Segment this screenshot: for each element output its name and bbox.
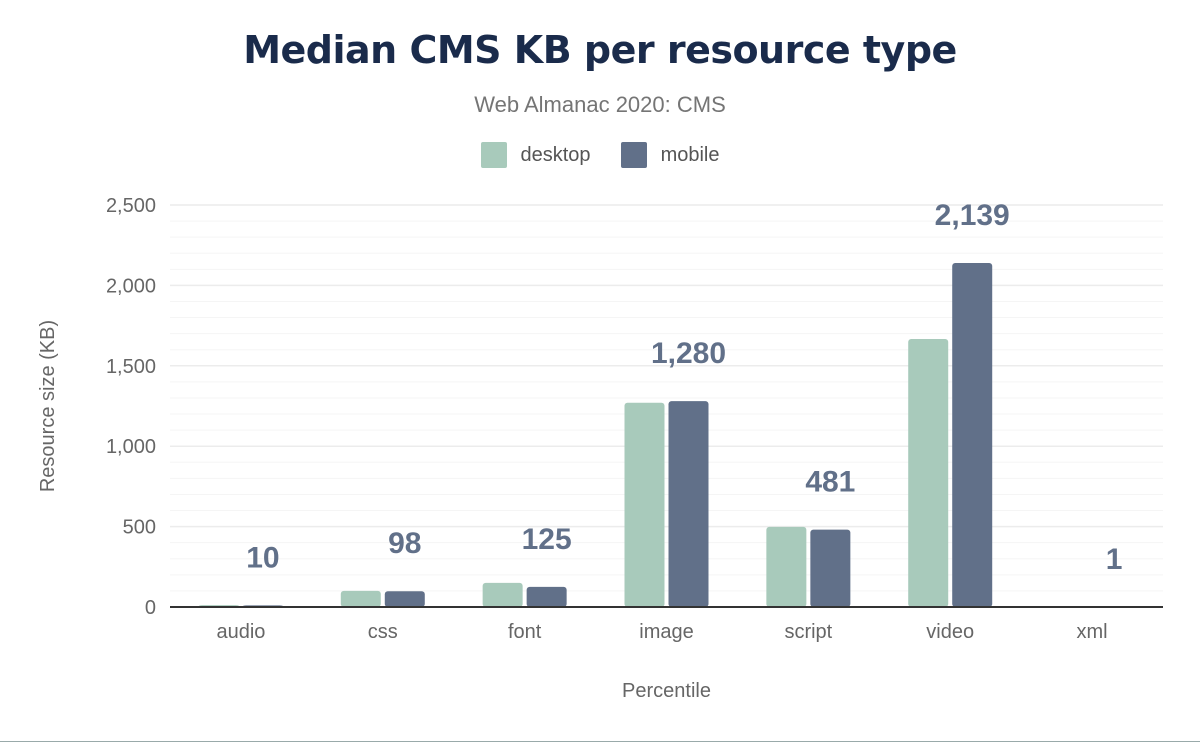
chart-title: Median CMS KB per resource type [243,28,957,72]
data-label-script: 481 [805,466,855,499]
bar-mobile-font [526,586,567,607]
data-label-image: 1,280 [651,337,726,370]
x-tick-label: xml [1077,621,1108,643]
y-tick-label: 1,000 [106,436,156,458]
x-tick-label: video [926,621,974,643]
bar-mobile-css [384,591,425,607]
x-tick-label: font [508,621,542,643]
x-tick-label: image [639,621,693,643]
bar-mobile-image [668,401,709,607]
bar-desktop-font [482,582,523,607]
data-label-audio: 10 [246,541,279,574]
legend-label-mobile: mobile [660,143,720,166]
chart-subtitle: Web Almanac 2020: CMS [474,92,726,117]
data-label-video: 2,139 [935,199,1010,232]
bar-mobile-video [952,263,993,607]
legend-item-desktop[interactable]: desktop [480,142,591,168]
y-tick-label: 500 [123,517,156,539]
y-tick-label: 2,500 [106,195,156,217]
legend-swatch-mobile [620,142,647,168]
bar-desktop-image [624,402,665,607]
y-tick-label: 2,000 [106,275,156,297]
data-label-xml: 1 [1106,543,1123,576]
legend-label-desktop: desktop [520,143,591,166]
bar-desktop-script [766,526,807,607]
y-tick-label: 1,500 [106,356,156,378]
legend: desktop mobile [0,142,1200,168]
bar-desktop-css [340,590,381,607]
x-axis-title: Percentile [622,680,711,702]
data-label-font: 125 [522,523,572,556]
data-label-css: 98 [388,527,421,560]
legend-swatch-desktop [480,142,507,168]
y-tick-label: 0 [145,597,156,619]
x-tick-label: css [368,621,398,643]
bar-desktop-video [908,338,949,607]
bar-mobile-script [810,529,851,607]
legend-item-mobile[interactable]: mobile [620,142,720,168]
x-tick-label: script [784,621,832,643]
x-tick-label: audio [216,621,265,643]
y-axis-title: Resource size (KB) [37,320,59,492]
